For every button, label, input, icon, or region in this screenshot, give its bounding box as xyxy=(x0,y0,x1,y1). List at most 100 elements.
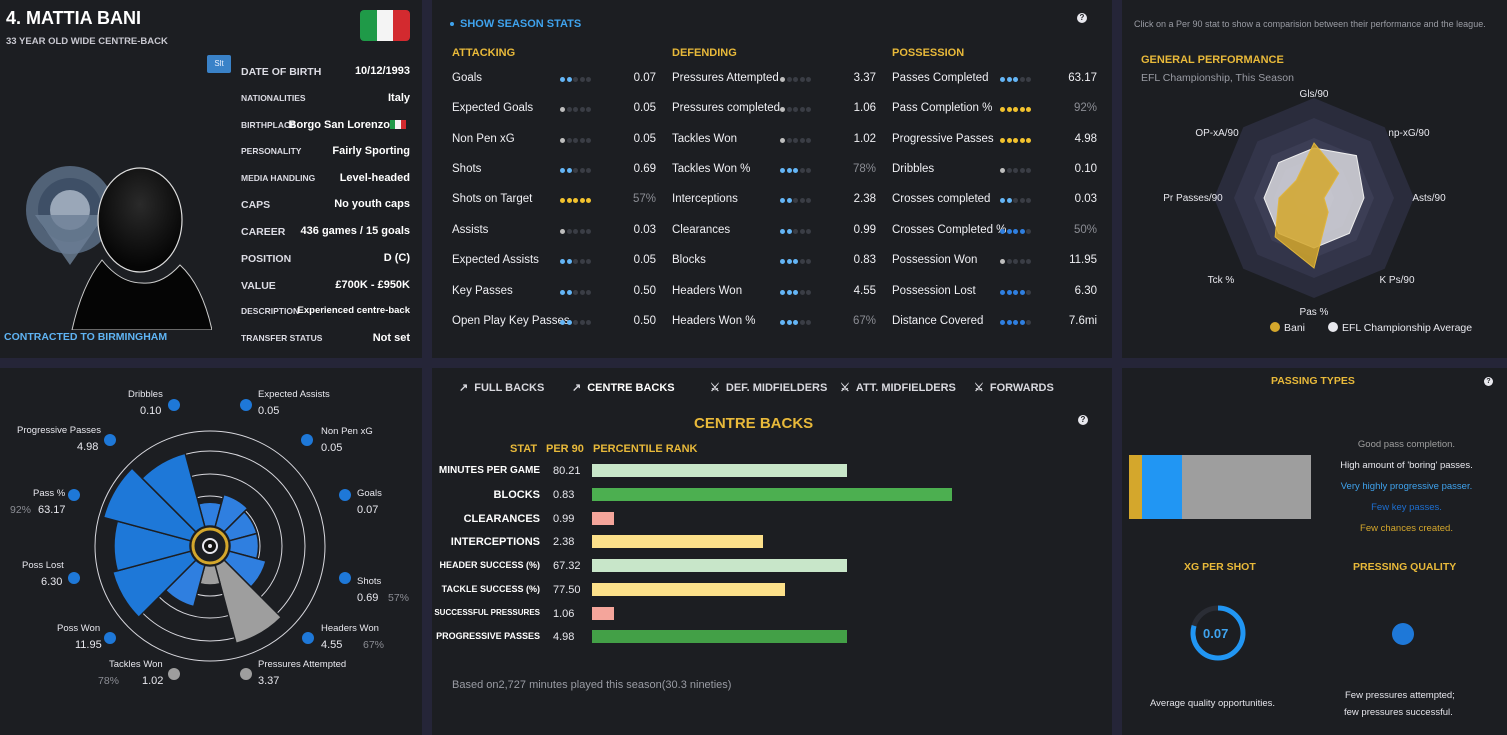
stat-value: 0.50 xyxy=(633,285,656,297)
rating-dot xyxy=(799,290,805,295)
passing-segment xyxy=(1141,455,1182,519)
rating-dot xyxy=(1019,168,1025,173)
position-tab[interactable]: ⚔ ATT. MIDFIELDERS xyxy=(840,381,956,394)
rating-dot xyxy=(579,77,585,82)
stat-value: 7.6mi xyxy=(1068,315,1097,327)
radar-player-area xyxy=(1274,142,1340,269)
info-label: NATIONALITIES xyxy=(241,93,306,103)
percentile-bar xyxy=(592,488,953,501)
stat-label: Passes Completed xyxy=(892,72,989,84)
polar-marker[interactable] xyxy=(302,632,314,644)
polar-marker[interactable] xyxy=(168,399,180,411)
info-label: BIRTHPLACE xyxy=(241,120,296,130)
polar-value: 0.07 xyxy=(357,504,378,516)
stat-value: 0.99 xyxy=(853,224,876,236)
general-performance-title: GENERAL PERFORMANCE xyxy=(1141,54,1284,66)
polar-ring xyxy=(94,430,326,662)
position-tab[interactable]: ↗ CENTRE BACKS xyxy=(572,381,675,394)
polar-marker[interactable] xyxy=(339,489,351,501)
general-performance-panel: Click on a Per 90 stat to show a compari… xyxy=(1122,0,1507,358)
percentile-bar xyxy=(592,583,785,596)
rating-dot xyxy=(1026,77,1031,82)
rating-dot xyxy=(1006,168,1012,173)
polar-wedge xyxy=(214,559,283,645)
rating-dot xyxy=(806,77,811,82)
polar-label: Progressive Passes xyxy=(17,425,101,436)
rating-dot xyxy=(566,107,572,112)
rating-dots xyxy=(1000,77,1033,82)
polar-value: 0.10 xyxy=(140,405,161,417)
stat-label: Headers Won % xyxy=(672,315,756,327)
polar-marker[interactable] xyxy=(301,434,313,446)
polar-marker[interactable] xyxy=(68,572,80,584)
rating-dot xyxy=(1013,290,1018,295)
rating-dots xyxy=(1000,107,1033,112)
polar-chart: Dribbles 0.10 Expected Assists 0.05 Non Pen … xyxy=(10,389,409,687)
show-season-stats-toggle[interactable]: SHOW SEASON STATS xyxy=(450,18,581,30)
info-label: TRANSFER STATUS xyxy=(241,333,323,343)
rating-dot xyxy=(806,320,811,325)
info-label: DATE OF BIRTH xyxy=(241,66,322,78)
legend-player-label: Bani xyxy=(1284,322,1306,334)
rating-dot xyxy=(799,138,805,143)
info-value: Italy xyxy=(387,92,410,104)
comparison-value: 0.83 xyxy=(553,489,575,501)
player-subtitle: 33 YEAR OLD WIDE CENTRE-BACK xyxy=(6,36,168,47)
rating-dot xyxy=(1013,138,1018,143)
rating-dot xyxy=(560,259,565,264)
comparison-stat-label: BLOCKS xyxy=(493,489,540,501)
slt-badge[interactable]: Slt xyxy=(207,55,231,73)
polar-marker[interactable] xyxy=(339,572,351,584)
polar-marker[interactable] xyxy=(104,434,116,446)
stat-label: Goals xyxy=(452,72,483,84)
rating-dot xyxy=(566,290,572,295)
polar-percent: 67% xyxy=(363,639,384,651)
polar-marker[interactable] xyxy=(168,668,180,680)
rating-dot xyxy=(1026,229,1031,234)
rating-dot xyxy=(780,107,785,112)
stat-value: 1.06 xyxy=(853,102,876,114)
polar-marker[interactable] xyxy=(240,668,252,680)
polar-wedge xyxy=(141,452,206,533)
rating-dot xyxy=(806,290,811,295)
stat-label: Pass Completion % xyxy=(892,102,993,114)
percentile-bar xyxy=(592,535,764,548)
rating-dot xyxy=(793,107,798,112)
passing-segment xyxy=(1181,455,1311,519)
rating-dot xyxy=(1000,290,1005,295)
rating-dots xyxy=(560,138,593,143)
comparison-value: 80.21 xyxy=(553,465,581,477)
rating-dot xyxy=(793,198,798,203)
polar-percent: 57% xyxy=(388,592,409,604)
comparison-help-icon[interactable]: ? xyxy=(1078,415,1088,425)
rating-dot xyxy=(793,259,798,264)
polar-marker[interactable] xyxy=(240,399,252,411)
passing-note: Few key passes. xyxy=(1371,502,1442,513)
rating-dots xyxy=(560,229,593,234)
attacking-title: ATTACKING xyxy=(452,47,516,59)
contract-status[interactable]: CONTRACTED TO BIRMINGHAM xyxy=(4,331,168,343)
rating-dot xyxy=(1019,229,1025,234)
rating-dots xyxy=(560,198,593,203)
general-performance-subtitle: EFL Championship, This Season xyxy=(1141,72,1294,84)
polar-marker[interactable] xyxy=(68,489,80,501)
comparison-value: 1.06 xyxy=(553,608,575,620)
legend-league-swatch-icon xyxy=(1327,322,1338,332)
rating-dot xyxy=(566,320,572,325)
rating-dot xyxy=(793,229,798,234)
rating-dot xyxy=(806,107,811,112)
position-tab[interactable]: ⚔ DEF. MIDFIELDERS xyxy=(710,381,827,394)
rating-dot xyxy=(780,138,785,143)
rating-dot xyxy=(573,290,578,295)
rating-dot xyxy=(1026,198,1031,203)
help-icon[interactable]: ? xyxy=(1077,13,1087,23)
stat-value: 0.07 xyxy=(633,72,656,84)
position-tab[interactable]: ↗ FULL BACKS xyxy=(459,381,544,394)
polar-marker[interactable] xyxy=(104,632,116,644)
rating-dot xyxy=(780,229,785,234)
passing-help-icon[interactable]: ? xyxy=(1484,377,1493,386)
general-radar-chart: Gls/90 np-xG/90 Asts/90 K Ps/90 Pas % Tck % Pr… xyxy=(1163,89,1446,318)
rating-dot xyxy=(586,77,591,82)
position-tab[interactable]: ⚔ FORWARDS xyxy=(974,381,1054,394)
rating-dot xyxy=(573,168,578,173)
